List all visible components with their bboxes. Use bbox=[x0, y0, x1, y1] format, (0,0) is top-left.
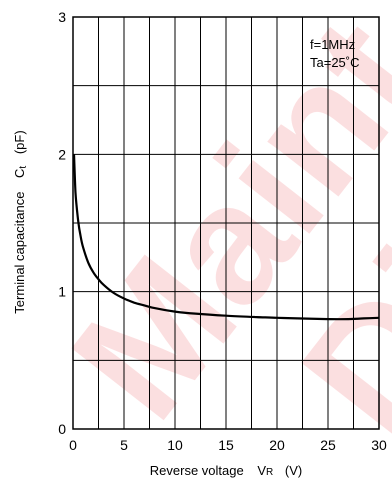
x-tick-label: 15 bbox=[218, 437, 234, 453]
capacitance-curve bbox=[72, 154, 380, 321]
x-tick-label: 10 bbox=[167, 437, 183, 453]
y-tick-label: 3 bbox=[58, 9, 66, 25]
x-tick-label: 25 bbox=[320, 437, 336, 453]
y-axis-label-symbol: C bbox=[12, 169, 27, 178]
y-axis-label-unit: (pF) bbox=[12, 130, 27, 154]
x-tick-label: 30 bbox=[371, 437, 387, 453]
annotation-box: f=1MHz Ta=25˚C bbox=[310, 37, 360, 70]
y-axis-label: Terminal capacitance Ct (pF) bbox=[12, 130, 29, 313]
x-axis-label-text: Reverse voltage bbox=[150, 463, 244, 478]
x-tick-label: 5 bbox=[120, 437, 128, 453]
x-axis-label-symbol: V bbox=[257, 463, 266, 478]
x-tick-label: 0 bbox=[69, 437, 77, 453]
y-axis-label-text: Terminal capacitance bbox=[12, 192, 27, 314]
annotation-frequency: f=1MHz bbox=[310, 37, 355, 52]
annotation-temperature: Ta=25˚C bbox=[310, 55, 360, 70]
series-layer bbox=[72, 154, 380, 321]
x-axis-label-unit: (V) bbox=[285, 463, 302, 478]
y-tick-label: 0 bbox=[58, 421, 66, 437]
x-axis-label-subscript: R bbox=[266, 467, 273, 478]
tick-labels: 0 5 10 15 20 25 30 0 1 2 3 bbox=[58, 9, 387, 453]
chart-grid bbox=[72, 16, 380, 430]
y-tick-label: 1 bbox=[58, 284, 66, 300]
plot-frame bbox=[72, 16, 380, 430]
x-axis-label: Reverse voltage VR (V) bbox=[150, 463, 302, 478]
x-tick-label: 20 bbox=[269, 437, 285, 453]
y-tick-label: 2 bbox=[58, 146, 66, 162]
y-axis-label-subscript: t bbox=[18, 166, 29, 169]
